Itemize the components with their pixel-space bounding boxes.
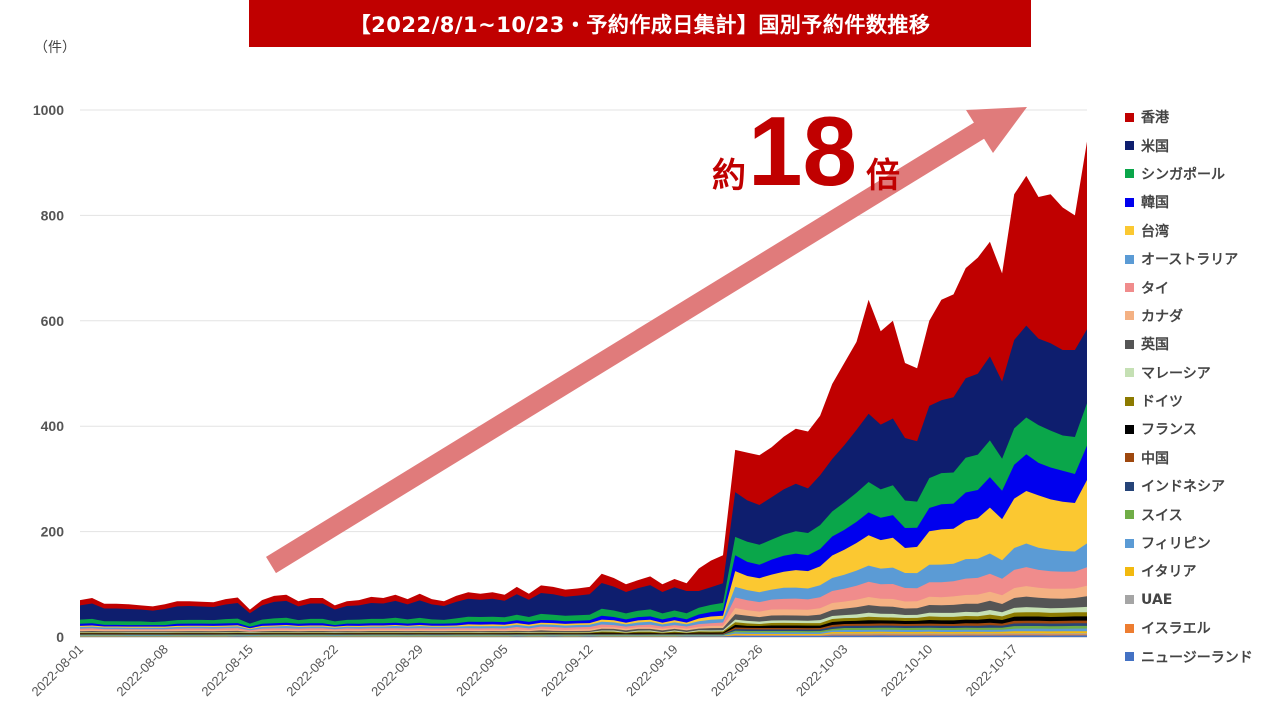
legend-item: タイ <box>1125 273 1253 301</box>
x-tick-label: 2022-08-08 <box>113 642 171 700</box>
legend-swatch <box>1125 566 1134 576</box>
x-tick-label: 2022-09-05 <box>453 642 511 700</box>
x-tick-label: 2022-09-26 <box>708 642 766 700</box>
legend-label: マレーシア <box>1141 365 1211 382</box>
legend-swatch <box>1125 339 1134 349</box>
legend-item: 米国 <box>1125 131 1253 159</box>
legend-label: UAE <box>1141 591 1173 608</box>
legend-item: ニュージーランド <box>1125 642 1253 670</box>
x-tick-label: 2022-08-15 <box>198 642 256 700</box>
legend-label: イタリア <box>1141 564 1197 581</box>
area-series-group <box>80 141 1087 637</box>
legend-item: UAE <box>1125 586 1253 614</box>
legend-swatch <box>1125 453 1134 463</box>
legend-item: スイス <box>1125 500 1253 528</box>
legend-swatch <box>1125 481 1134 491</box>
x-tick-label: 2022-08-22 <box>283 642 341 700</box>
callout-suffix: 倍 <box>866 156 900 196</box>
legend-label: ドイツ <box>1141 394 1183 411</box>
callout-number: 18 <box>748 96 857 206</box>
y-tick-label: 600 <box>41 313 65 329</box>
y-tick-label: 1000 <box>33 102 64 118</box>
legend-item: オーストラリア <box>1125 245 1253 273</box>
legend-item: インドネシア <box>1125 472 1253 500</box>
legend-label: 中国 <box>1141 450 1169 467</box>
y-axis-ticks: 0 200 400 600 800 1000 <box>33 102 64 645</box>
growth-callout: 約 18 倍 <box>712 96 900 206</box>
legend-label: インドネシア <box>1141 479 1225 496</box>
legend-swatch <box>1125 595 1134 605</box>
x-tick-label: 2022-09-19 <box>623 642 681 700</box>
legend-label: 台湾 <box>1141 223 1169 240</box>
x-tick-label: 2022-09-12 <box>538 642 596 700</box>
legend-item: カナダ <box>1125 302 1253 330</box>
legend-label: カナダ <box>1141 308 1183 325</box>
legend-item: ドイツ <box>1125 387 1253 415</box>
x-tick-label: 2022-08-29 <box>368 642 426 700</box>
x-axis-ticks: 2022-08-01 2022-08-08 2022-08-15 2022-08-22… <box>28 642 1020 700</box>
legend-swatch <box>1125 197 1134 207</box>
growth-arrow-head <box>966 107 1027 153</box>
growth-arrow-shaft <box>266 118 990 574</box>
x-tick-label: 2022-10-17 <box>963 642 1021 700</box>
legend-swatch <box>1125 311 1134 321</box>
legend-swatch <box>1125 254 1134 264</box>
legend-swatch <box>1125 141 1134 151</box>
legend-label: スイス <box>1141 507 1183 524</box>
chart-title-banner: 【2022/8/1~10/23・予約作成日集計】国別予約件数推移 <box>249 0 1031 47</box>
area-series-19 <box>80 635 1087 637</box>
legend-swatch <box>1125 368 1134 378</box>
legend-label: フランス <box>1141 422 1197 439</box>
legend-swatch <box>1125 424 1134 434</box>
y-tick-label: 0 <box>56 629 64 645</box>
chart-title: 【2022/8/1~10/23・予約作成日集計】国別予約件数推移 <box>349 12 931 37</box>
legend-label: ニュージーランド <box>1141 649 1253 666</box>
y-tick-label: 800 <box>41 207 65 223</box>
legend-item: フィリピン <box>1125 529 1253 557</box>
y-tick-label: 200 <box>41 524 65 540</box>
legend-swatch <box>1125 538 1134 548</box>
legend-label: フィリピン <box>1141 536 1211 553</box>
callout-prefix: 約 <box>712 156 746 196</box>
legend-swatch <box>1125 510 1134 520</box>
legend-label: シンガポール <box>1141 166 1225 183</box>
legend-label: 米国 <box>1141 138 1169 155</box>
legend-swatch <box>1125 396 1134 406</box>
legend-label: タイ <box>1141 280 1169 297</box>
legend-item: マレーシア <box>1125 359 1253 387</box>
legend-swatch <box>1125 169 1134 179</box>
legend-item: イスラエル <box>1125 614 1253 642</box>
legend-swatch <box>1125 226 1134 236</box>
legend-label: 韓国 <box>1141 195 1169 212</box>
growth-arrow <box>266 107 1027 574</box>
y-axis-unit-label: （件） <box>34 40 76 56</box>
x-tick-label: 2022-10-03 <box>793 642 851 700</box>
legend-item: イタリア <box>1125 557 1253 585</box>
legend-item: 台湾 <box>1125 217 1253 245</box>
x-tick-label: 2022-08-01 <box>28 642 86 700</box>
legend-item: シンガポール <box>1125 160 1253 188</box>
y-tick-label: 400 <box>41 418 65 434</box>
legend-item: フランス <box>1125 415 1253 443</box>
legend: 香港米国シンガポール 韓国台湾オーストラリア タイカナダ英国マレーシアドイツフランス… <box>1125 103 1253 671</box>
legend-label: 英国 <box>1141 337 1169 354</box>
legend-swatch <box>1125 112 1134 122</box>
legend-label: イスラエル <box>1141 621 1211 638</box>
legend-swatch <box>1125 652 1134 662</box>
x-tick-label: 2022-10-10 <box>878 642 936 700</box>
legend-label: オーストラリア <box>1141 252 1239 269</box>
legend-item: 香港 <box>1125 103 1253 131</box>
legend-item: 中国 <box>1125 444 1253 472</box>
legend-swatch <box>1125 623 1134 633</box>
legend-item: 英国 <box>1125 330 1253 358</box>
legend-label: 香港 <box>1141 110 1169 127</box>
legend-item: 韓国 <box>1125 188 1253 216</box>
legend-swatch <box>1125 283 1134 293</box>
